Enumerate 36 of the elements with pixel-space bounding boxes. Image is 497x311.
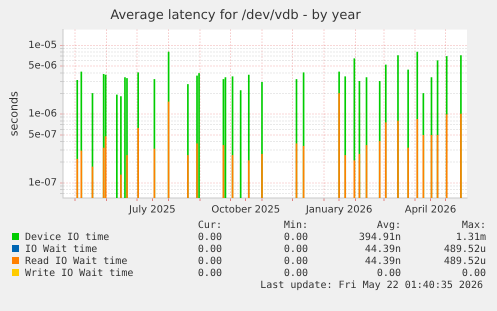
text: 0.00 <box>196 267 222 279</box>
x-tick-label: July 2025 <box>128 204 176 216</box>
text: 0.00 <box>196 243 222 255</box>
text: 44.39n <box>364 255 401 267</box>
x-tick-label: April 2026 <box>404 204 456 216</box>
text: 0.00 <box>196 255 222 267</box>
text: 394.91n <box>358 231 401 243</box>
legend-label: Write IO Wait time <box>24 267 134 279</box>
text: 0.00 <box>196 231 222 243</box>
text: 489.52u <box>442 243 486 255</box>
x-tick-label: October 2025 <box>211 204 280 216</box>
text: 44.39n <box>364 243 401 255</box>
text: Avg: <box>376 219 401 231</box>
text: 1.31m <box>454 231 486 243</box>
chart-title: Average latency for /dev/vdb - by year <box>110 8 362 24</box>
y-tick-label: 1e-06 <box>28 108 58 120</box>
legend-label: Read IO Wait time <box>24 255 128 267</box>
text: 0.00 <box>460 267 486 279</box>
text: Last update: Fri May 22 01:40:35 2026 <box>260 280 483 291</box>
y-tick-label: 1e-07 <box>28 177 58 188</box>
text: 489.52u <box>442 255 486 267</box>
y-tick-label: 1e-05 <box>28 40 58 52</box>
text: Cur: <box>196 219 222 231</box>
legend-label: Device IO time <box>24 231 110 243</box>
y-tick-label: 5e-07 <box>28 129 58 140</box>
text: 0.00 <box>282 267 308 279</box>
text: 0.00 <box>376 267 401 279</box>
text: Min: <box>282 219 308 231</box>
x-tick-label: January 2026 <box>304 204 372 216</box>
text: 0.00 <box>282 231 308 243</box>
legend-label: IO Wait time <box>24 243 98 255</box>
text: 0.00 <box>282 243 308 255</box>
text: Max: <box>460 219 486 231</box>
text: 0.00 <box>282 255 308 267</box>
y-tick-label: 5e-06 <box>28 60 58 72</box>
y-axis-title: seconds <box>7 91 20 136</box>
